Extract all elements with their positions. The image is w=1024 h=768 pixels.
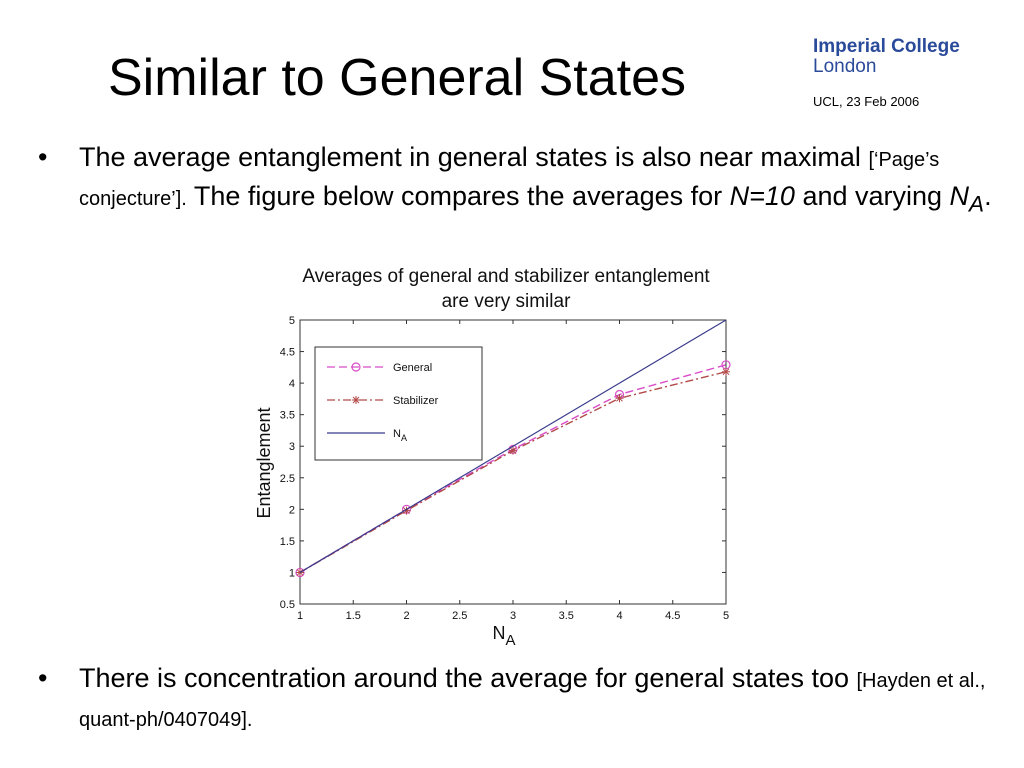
legend-label-2: NA (393, 428, 407, 443)
y-tick-label: 1.5 (280, 536, 295, 548)
series-line-2 (299, 319, 727, 573)
chart-title-line-1: Averages of general and stabilizer entan… (302, 266, 710, 287)
slide-title: Similar to General States (108, 49, 687, 107)
y-tick-label: 2.5 (280, 473, 295, 485)
legend-label-main: Stabilizer (393, 395, 439, 407)
y-tick-label: 4 (289, 378, 295, 390)
y-tick-label: 4.5 (280, 347, 295, 359)
star-stroke (722, 368, 730, 376)
y-axis-label: Entanglement (254, 407, 274, 518)
star-stroke (509, 447, 517, 454)
legend: General Stabilizer NA (314, 346, 483, 461)
y-tick-label: 5 (289, 315, 295, 327)
chart-title-line-2: are very similar (442, 291, 571, 312)
stabilizer-point (296, 568, 304, 577)
logo-line-2: London (813, 56, 877, 77)
legend-box (314, 346, 483, 461)
x-axis-label: NA (492, 623, 515, 649)
star-stroke (616, 394, 623, 402)
star-stroke (296, 569, 304, 576)
bullet-1-reference: [‘Page’s conjecture’]. (79, 149, 940, 210)
bullet-2-part1: There is concentration around the averag… (79, 663, 857, 693)
bullet-1-part1: The average entanglement in general stat… (79, 142, 869, 172)
stabilizer-point (722, 367, 730, 376)
entanglement-chart: Averages of general and stabilizer entan… (254, 266, 731, 649)
stabilizer-point (509, 446, 517, 455)
x-tick-label: 3.5 (559, 610, 574, 622)
bullet-1-n-value: N=10 (729, 181, 795, 211)
bullet-1-part4: . (984, 181, 992, 211)
imperial-college-logo: Imperial College London (813, 37, 960, 77)
legend-label-sub: A (401, 433, 407, 443)
x-tick-label: 5 (723, 610, 729, 622)
stabilizer-point (615, 394, 624, 403)
x-ticks: 1 1.5 2 2.5 3 3.5 4 4.5 5 (297, 320, 729, 622)
na-main: N (949, 181, 970, 211)
bullet-text-2: There is concentration around the averag… (79, 660, 1013, 738)
x-axis-label-sub: A (505, 632, 515, 649)
na-sub: A (969, 191, 985, 217)
legend-label-0: General (393, 362, 432, 374)
y-tick-label: 1 (289, 567, 295, 579)
x-tick-label: 4.5 (665, 610, 680, 622)
x-tick-label: 2 (403, 610, 409, 622)
bullet-item-2: • There is concentration around the aver… (38, 660, 1013, 738)
bullet-1-na: NA (949, 181, 985, 216)
slide-meta: UCL, 23 Feb 2006 (813, 94, 920, 109)
bullet-1-part3: and varying (794, 181, 950, 211)
legend-marker-star (352, 396, 360, 404)
x-tick-label: 3 (510, 610, 516, 622)
legend-label-main: N (393, 428, 401, 440)
y-ticks: 0.5 1 1.5 2 2.5 3 3.5 4 4.5 5 (280, 315, 726, 611)
y-tick-label: 3 (289, 441, 295, 453)
x-tick-label: 1.5 (346, 610, 361, 622)
y-tick-label: 3.5 (280, 410, 295, 422)
x-tick-label: 2.5 (452, 610, 467, 622)
y-tick-label: 0.5 (280, 599, 295, 611)
x-tick-label: 1 (297, 610, 303, 622)
y-tick-label: 2 (289, 504, 295, 516)
bullet-dot: • (38, 142, 48, 172)
bullet-text-1: The average entanglement in general stat… (79, 139, 1013, 222)
entanglement-figure: Averages of general and stabilizer entan… (236, 258, 776, 658)
legend-label-main: General (393, 362, 432, 374)
bullet-dot: • (38, 663, 48, 693)
bullet-1-part2: The figure below compares the averages f… (186, 181, 730, 211)
legend-label-1: Stabilizer (393, 395, 439, 407)
bullet-item-1: • The average entanglement in general st… (38, 139, 1013, 222)
series-group (295, 319, 731, 578)
x-tick-label: 4 (616, 610, 622, 622)
x-axis-label-main: N (492, 623, 505, 643)
logo-line-1: Imperial College (813, 36, 960, 57)
legend-marker-circle (351, 362, 361, 372)
bullet-2-reference: [Hayden et al., quant-ph/0407049]. (79, 670, 986, 731)
